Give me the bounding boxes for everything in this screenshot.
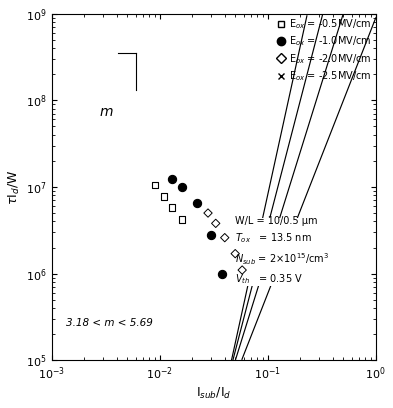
Point	[179, 216, 185, 223]
Point	[222, 234, 228, 241]
Point	[230, 260, 237, 267]
Point	[208, 232, 215, 238]
Point	[211, 229, 217, 235]
X-axis label: I$_{sub}$/I$_d$: I$_{sub}$/I$_d$	[196, 386, 231, 401]
Text: m: m	[100, 105, 114, 120]
Point	[222, 244, 228, 251]
Point	[161, 193, 167, 200]
Text: W/L = 10/0.5 μm
$T_{ox}$   = 13.5 nm
$N_{sub}$ = 2×10$^{15}$/cm$^3$
$V_{th}$   =: W/L = 10/0.5 μm $T_{ox}$ = 13.5 nm $N_{s…	[235, 216, 329, 286]
Point	[169, 204, 175, 211]
Point	[248, 305, 254, 311]
Point	[152, 182, 158, 188]
Point	[179, 184, 185, 190]
Point	[232, 251, 239, 257]
Legend: E$_{ox}$ = -0.5MV/cm, E$_{ox}$ = -1.0MV/cm, E$_{ox}$ = -2.0MV/cm, E$_{ox}$ = -2.: E$_{ox}$ = -0.5MV/cm, E$_{ox}$ = -1.0MV/…	[275, 16, 373, 84]
Point	[242, 293, 248, 299]
Y-axis label: $\tau$I$_d$/W: $\tau$I$_d$/W	[7, 169, 22, 205]
Point	[205, 210, 211, 216]
Point	[239, 267, 245, 273]
Point	[213, 220, 219, 226]
Point	[219, 271, 226, 277]
Point	[237, 277, 243, 283]
Point	[194, 200, 200, 206]
Text: 3.18 < m < 5.69: 3.18 < m < 5.69	[66, 318, 152, 328]
Point	[169, 175, 175, 182]
